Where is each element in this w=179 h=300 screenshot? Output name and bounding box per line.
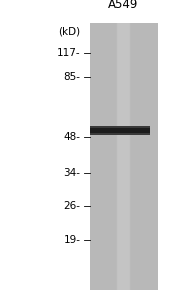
Bar <box>118 22 129 290</box>
Bar <box>121 22 126 290</box>
Bar <box>116 22 131 290</box>
Text: 19-: 19- <box>64 235 81 245</box>
Bar <box>119 22 128 290</box>
Bar <box>117 22 130 290</box>
Text: 26-: 26- <box>64 200 81 211</box>
Bar <box>117 22 130 290</box>
Bar <box>121 22 126 290</box>
Bar <box>118 22 129 290</box>
Bar <box>120 22 127 290</box>
Bar <box>120 22 127 290</box>
Text: 85-: 85- <box>64 71 81 82</box>
Bar <box>118 22 129 290</box>
Bar <box>120 22 127 290</box>
Text: 34-: 34- <box>64 167 81 178</box>
Bar <box>119 22 128 290</box>
Bar <box>118 22 129 290</box>
Text: A549: A549 <box>108 0 139 11</box>
Bar <box>121 22 126 290</box>
Bar <box>120 22 127 290</box>
Bar <box>122 22 125 290</box>
Bar <box>90 126 150 135</box>
Bar <box>119 22 128 290</box>
Bar <box>117 22 130 290</box>
Bar <box>119 22 128 290</box>
Bar <box>118 22 129 290</box>
Bar <box>90 22 158 290</box>
Bar <box>90 133 150 135</box>
Bar <box>121 22 126 290</box>
Bar <box>118 22 129 290</box>
Bar <box>117 22 130 290</box>
Bar <box>120 22 127 290</box>
Text: 48-: 48- <box>64 131 81 142</box>
Bar <box>117 22 130 290</box>
Text: (kD): (kD) <box>58 26 81 37</box>
Bar <box>120 22 127 290</box>
Bar <box>121 22 126 290</box>
Text: 117-: 117- <box>57 47 81 58</box>
Bar <box>117 22 130 290</box>
Bar <box>90 126 150 128</box>
Bar <box>119 22 128 290</box>
